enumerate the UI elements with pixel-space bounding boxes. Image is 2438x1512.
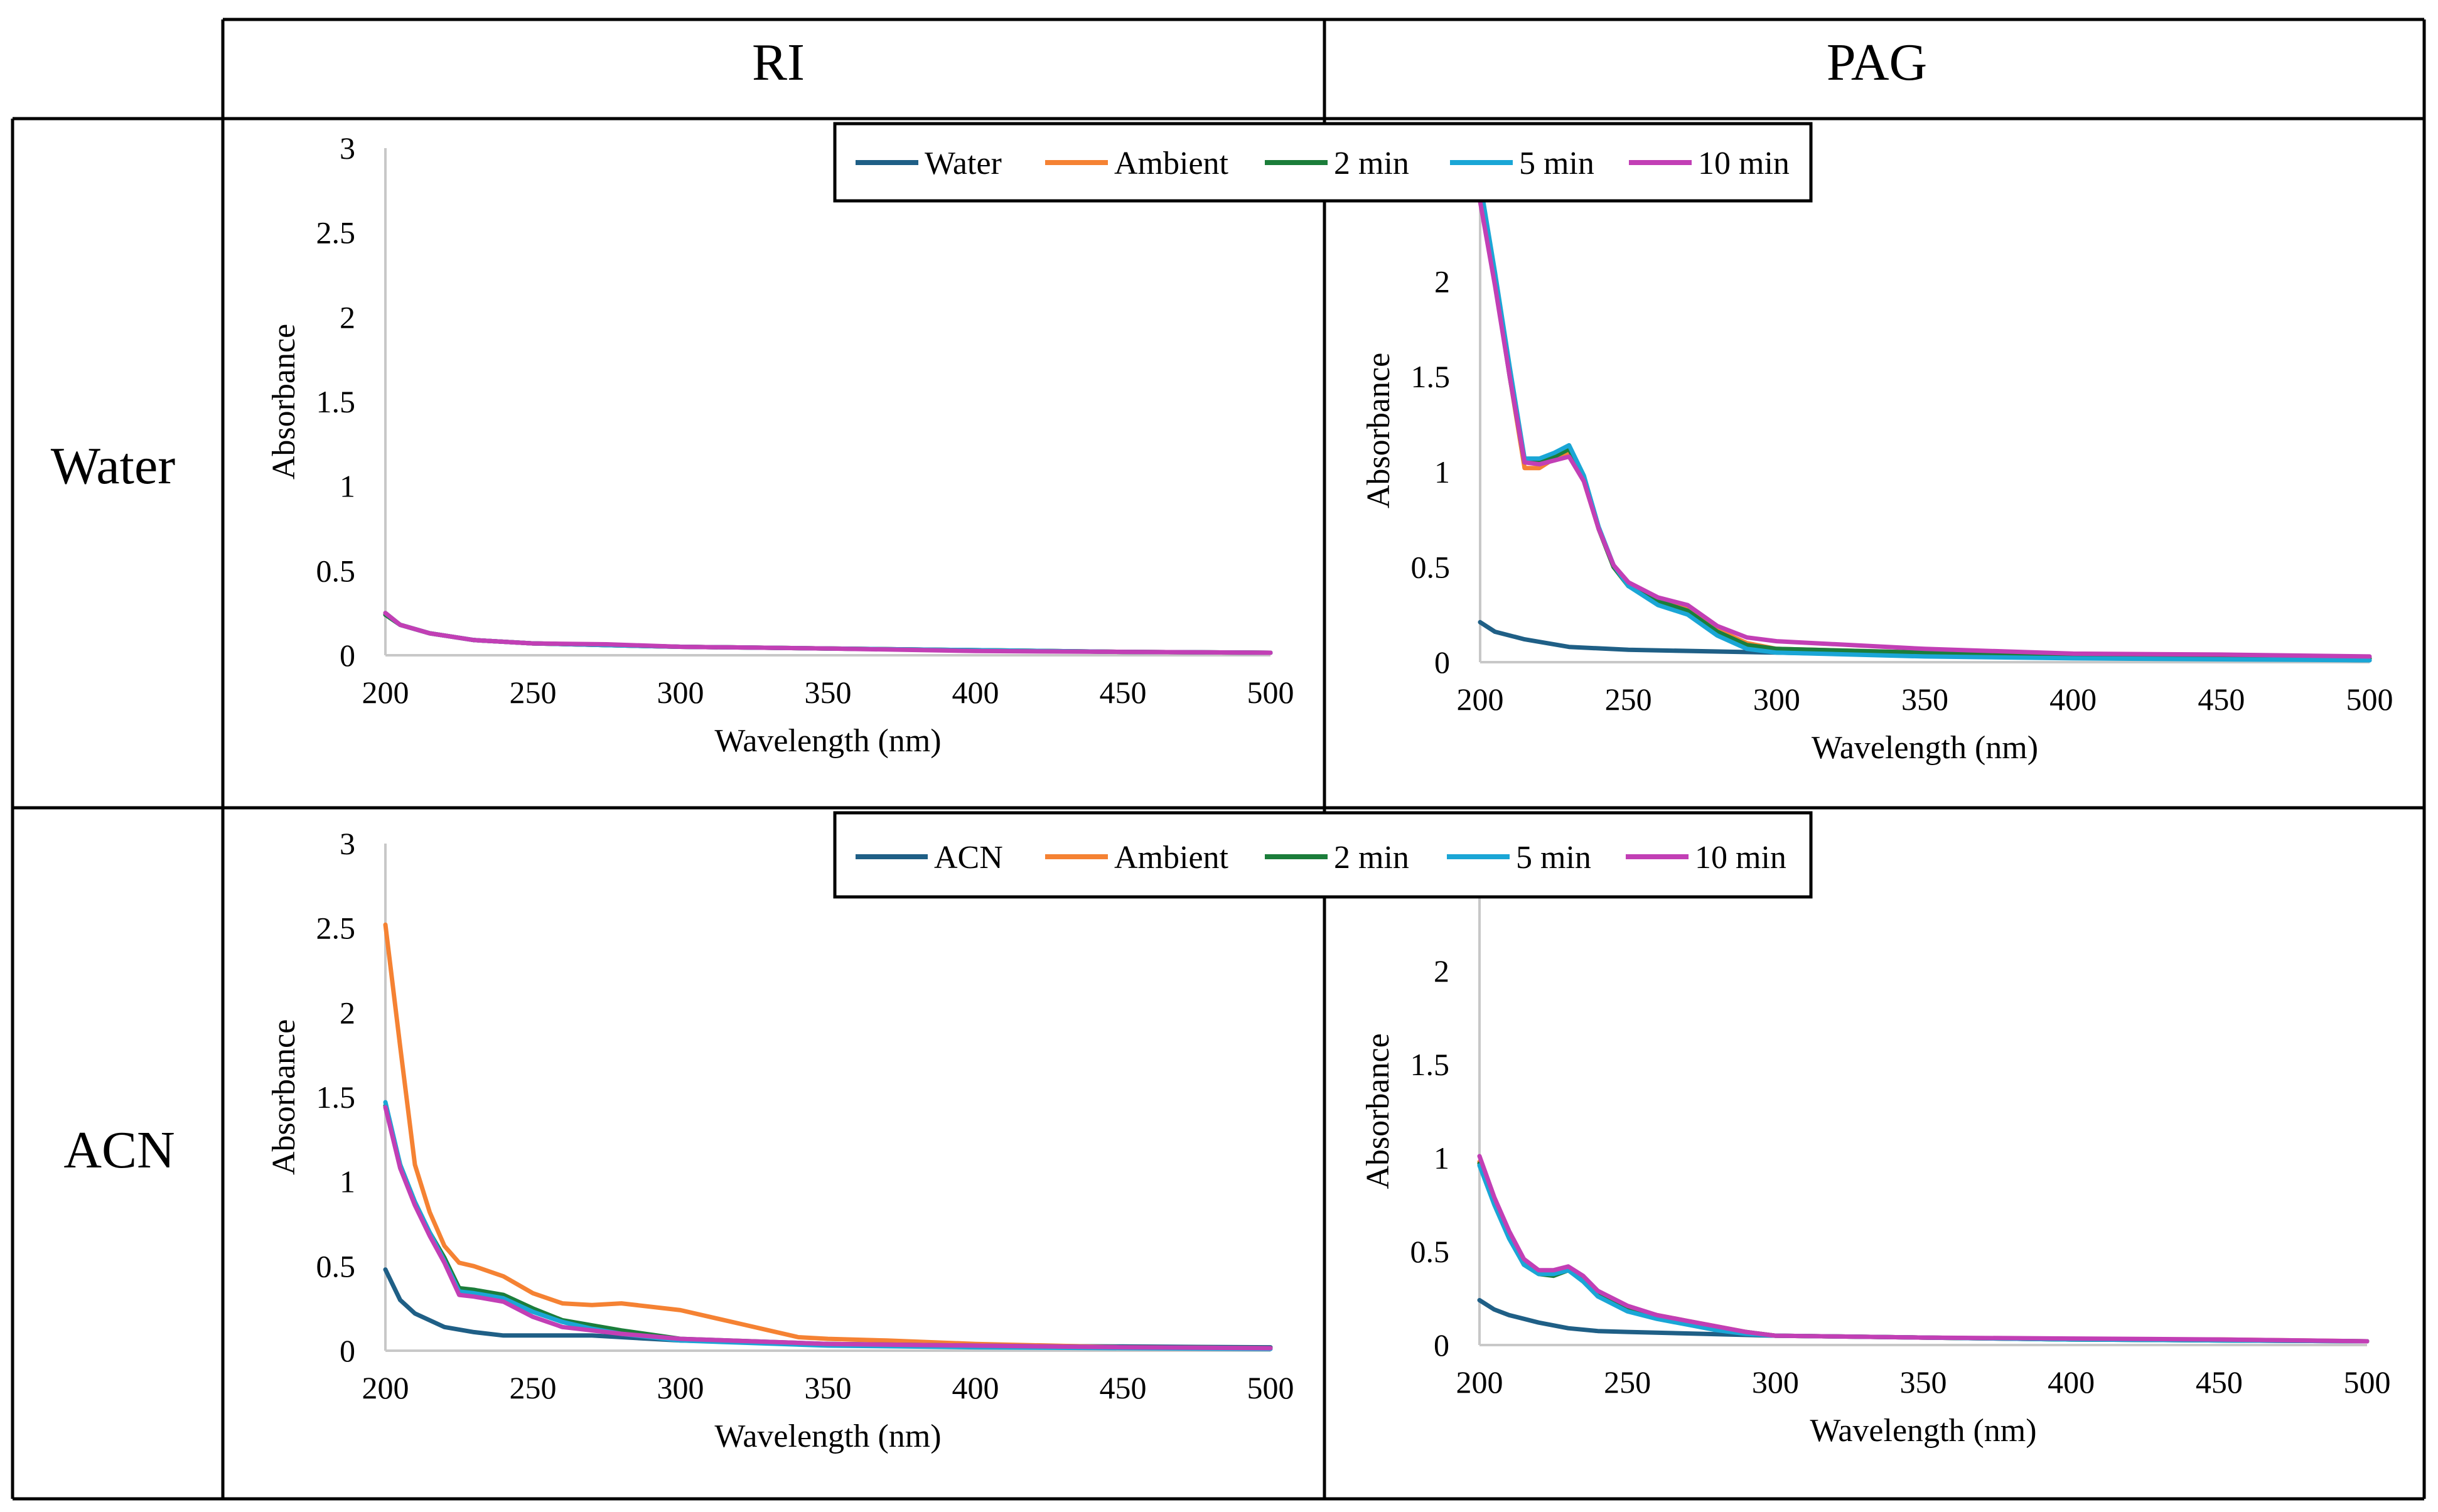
x-tick-label: 350 (805, 1370, 852, 1405)
y-tick-label: 0.5 (316, 553, 356, 588)
x-tick-label: 300 (1753, 682, 1800, 717)
legend-acn: ACN Ambient 2 min 5 min 10 min (833, 811, 1813, 899)
x-tick-label: 450 (2198, 682, 2245, 717)
x-tick-label: 300 (1752, 1365, 1799, 1400)
x-tick-label: 400 (952, 675, 999, 710)
series-line-2min (383, 1103, 1273, 1351)
x-tick-label: 350 (1900, 1365, 1947, 1400)
y-axis-title: Absorbance (1361, 353, 1397, 508)
legend-water: Water Ambient 2 min 5 min 10 min (833, 122, 1813, 203)
y-tick-label: 1.5 (316, 384, 356, 419)
x-tick-label: 500 (1247, 1370, 1294, 1405)
legend-label-2min: 2 min (1334, 840, 1409, 876)
x-tick-label: 250 (510, 1370, 557, 1405)
y-tick-label: 0.5 (1410, 1234, 1450, 1269)
y-tick-label: 0 (340, 638, 355, 673)
legend-label-ambient: Ambient (1114, 840, 1229, 876)
y-tick-label: 0.5 (1411, 549, 1451, 584)
y-tick-label: 1 (1434, 1140, 1449, 1176)
x-tick-label: 250 (1604, 1365, 1651, 1400)
x-axis-title: Wavelength (nm) (714, 1418, 941, 1454)
plot-panel-1: 0 0.5 1 1.5 2 2.5 3 200 250 300 350 400 450 500 Wavele… (266, 131, 1294, 759)
y-axis-title: Absorbance (266, 324, 302, 480)
x-tick-label: 400 (2048, 1365, 2095, 1400)
row-header-water: Water (51, 437, 175, 495)
series-line-5min (1477, 1163, 2370, 1344)
x-tick-label: 500 (1247, 675, 1294, 710)
legend-label-5min: 5 min (1516, 840, 1591, 876)
x-axis-title: Wavelength (nm) (714, 723, 941, 759)
x-tick-label: 200 (1457, 682, 1504, 717)
y-tick-label: 0 (1434, 645, 1450, 680)
series-line-10min (1478, 199, 2372, 659)
y-tick-label: 1.5 (1411, 359, 1451, 394)
series-line-2min (1478, 193, 2372, 661)
legend-label-5min: 5 min (1519, 146, 1594, 181)
y-tick-label: 2.5 (316, 215, 356, 250)
series-line-10min (1477, 1154, 2370, 1344)
x-tick-label: 450 (1100, 675, 1147, 710)
y-tick-label: 1 (340, 1164, 355, 1199)
x-tick-label: 450 (1100, 1370, 1147, 1405)
x-tick-label: 350 (805, 675, 852, 710)
y-tick-label: 1 (340, 469, 355, 504)
y-tick-label: 3 (340, 131, 355, 166)
x-tick-label: 500 (2346, 682, 2393, 717)
x-tick-label: 300 (657, 675, 704, 710)
y-tick-label: 0 (340, 1333, 355, 1368)
y-tick-label: 0 (1434, 1327, 1449, 1363)
x-tick-label: 350 (1901, 682, 1948, 717)
legend-label-acn: ACN (934, 840, 1003, 876)
x-axis-title: Wavelength (nm) (1812, 730, 2038, 766)
plot-panel-3: 0 0.5 1 1.5 2 2.5 3 200 250 300 350 400 450 500 Wavele… (266, 826, 1294, 1454)
column-header-ri: RI (752, 33, 805, 92)
row-header-acn: ACN (63, 1121, 175, 1179)
y-tick-label: 1.5 (316, 1080, 356, 1115)
legend-label-ambient: Ambient (1114, 146, 1229, 181)
y-tick-label: 2 (1434, 264, 1450, 299)
plot-panel-4: 00.511.522.5200250300350400450500Wavelen… (1360, 860, 2391, 1449)
y-tick-label: 1.5 (1410, 1047, 1450, 1082)
column-header-pag: PAG (1827, 33, 1927, 92)
y-tick-label: 2 (340, 299, 355, 335)
series-line-ambient (383, 922, 1273, 1351)
legend-label-10min: 10 min (1695, 840, 1786, 876)
x-tick-label: 200 (362, 1370, 409, 1405)
y-tick-label: 2 (340, 995, 355, 1030)
series-line-10min (383, 611, 1273, 655)
series-line-5min (383, 1100, 1273, 1351)
series-line-ambient (1478, 193, 2372, 661)
y-tick-label: 2 (1434, 953, 1449, 989)
x-tick-label: 500 (2344, 1365, 2391, 1400)
y-axis-title: Absorbance (1360, 1033, 1396, 1189)
x-tick-label: 450 (2196, 1365, 2243, 1400)
series-line-5min (1478, 180, 2372, 663)
x-tick-label: 400 (952, 1370, 999, 1405)
x-tick-label: 300 (657, 1370, 704, 1405)
x-tick-label: 250 (510, 675, 557, 710)
series-line-10min (383, 1105, 1273, 1351)
y-tick-label: 3 (340, 826, 355, 861)
x-tick-label: 200 (362, 675, 409, 710)
y-axis-title: Absorbance (266, 1019, 302, 1175)
y-tick-label: 1 (1434, 454, 1450, 490)
legend-label-10min: 10 min (1698, 146, 1790, 181)
legend-label-2min: 2 min (1334, 146, 1409, 181)
plot-panel-2: 00.511.522.5200250300350400450500Wavelen… (1361, 169, 2393, 766)
series-line-2min (1477, 1161, 2370, 1344)
legend-label-water: Water (925, 146, 1002, 181)
series-line-ambient (1477, 1159, 2370, 1344)
y-tick-label: 2.5 (316, 911, 356, 946)
x-tick-label: 250 (1605, 682, 1652, 717)
x-axis-title: Wavelength (nm) (1810, 1413, 2036, 1449)
table-grid (11, 18, 2426, 1501)
x-tick-label: 400 (2049, 682, 2097, 717)
x-tick-label: 200 (1456, 1365, 1503, 1400)
y-tick-label: 0.5 (316, 1248, 356, 1284)
